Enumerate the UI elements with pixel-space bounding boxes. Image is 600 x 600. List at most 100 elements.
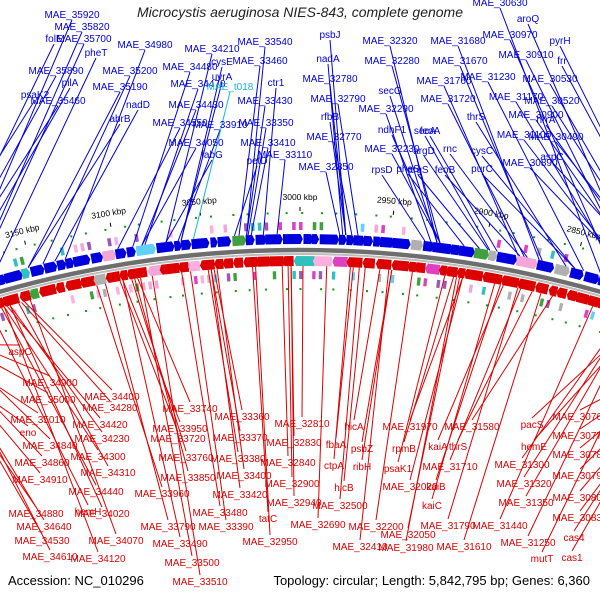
leader-line <box>431 283 496 500</box>
kbp-tick <box>580 242 582 247</box>
gene-block <box>311 234 320 245</box>
leader-line <box>481 173 576 269</box>
gc-mark <box>486 304 488 307</box>
forward-gene-label: MAE_35820 <box>54 22 109 33</box>
gc-mark <box>15 248 18 251</box>
gene-block <box>147 264 162 277</box>
genome-summary: Topology: circular; Length: 5,842,795 bp… <box>273 573 590 588</box>
kbp-tick <box>24 240 26 245</box>
kbp-tick-label: 2950 kbp <box>377 194 413 207</box>
leader-line <box>339 267 360 500</box>
reverse-gene-label: MAE_34440 <box>68 487 123 498</box>
leader-line <box>459 65 543 261</box>
gene-block <box>126 246 136 258</box>
gc-mark <box>234 290 237 292</box>
reverse-gene-label: MAE_34610 <box>22 552 77 563</box>
leader-line <box>0 405 29 427</box>
reverse-gene-label: MAE_34400 <box>84 392 139 403</box>
leader-line <box>0 389 51 440</box>
forward-gene-label: MAE_33350 <box>238 118 293 129</box>
forward-gene-label: feoA <box>420 126 441 137</box>
forward-gene-label: MAE_30490 <box>528 132 583 143</box>
gc-mark <box>50 239 53 242</box>
forward-gene-label: uvrA <box>212 72 233 83</box>
leader-line <box>329 121 347 235</box>
forward-gene-label: MAE_33460 <box>232 56 287 67</box>
leader-line <box>0 329 89 506</box>
leader-line <box>333 267 351 460</box>
gene-block <box>90 252 103 264</box>
reverse-gene-label: MAE_33960 <box>134 489 189 500</box>
leader-line <box>0 43 55 157</box>
reverse-gene-label: MAE_35000 <box>20 395 75 406</box>
gc-mark <box>551 318 554 321</box>
feature-mark <box>583 309 589 319</box>
gene-block <box>217 236 232 247</box>
forward-gene-label: MAE_32850 <box>298 162 353 173</box>
leader-line <box>437 285 504 441</box>
leader-line <box>141 109 197 246</box>
reverse-gene-label: MAE_31610 <box>436 542 491 553</box>
reverse-gene-label: eno <box>20 428 37 439</box>
reverse-gene-label: MAE_33480 <box>192 508 247 519</box>
gene-block <box>80 275 96 288</box>
leader-line <box>403 276 455 443</box>
gene-block <box>438 265 448 276</box>
gc-mark <box>389 215 392 218</box>
gc-mark <box>286 288 288 291</box>
leader-line <box>29 299 117 535</box>
forward-gene-label: argD <box>413 146 435 157</box>
feature-mark <box>468 284 474 293</box>
gc-mark <box>232 214 235 216</box>
reverse-gene-label: cas4 <box>563 533 585 544</box>
reverse-gene-label: fbaA <box>326 440 347 451</box>
gc-mark <box>512 232 515 235</box>
gene-block <box>0 297 5 309</box>
leader-line <box>475 121 567 267</box>
gene-block <box>243 256 258 268</box>
leader-line <box>0 344 21 346</box>
leader-line <box>104 283 169 521</box>
forward-gene-label: MAE_32780 <box>302 74 357 85</box>
forward-gene-label: psaK2 <box>21 90 50 101</box>
gene-block <box>19 290 32 302</box>
leader-line <box>535 119 600 215</box>
feature-mark <box>223 224 228 233</box>
feature-mark <box>147 281 153 290</box>
feature-mark <box>89 291 95 300</box>
feature-mark <box>507 291 512 300</box>
leader-line <box>27 91 121 268</box>
gene-block <box>456 267 466 279</box>
feature-mark <box>19 256 25 266</box>
gene-block <box>155 241 175 254</box>
forward-gene-label: MAE_34550 <box>152 118 207 129</box>
leader-line <box>233 165 258 237</box>
gene-block <box>496 251 517 265</box>
reverse-gene-label: MAE_33760 <box>158 453 213 464</box>
gene-block <box>432 242 453 255</box>
leader-line <box>21 302 111 402</box>
reverse-gene-label: MAE_33850 <box>160 473 215 484</box>
reverse-gene-label: pacS <box>521 420 544 431</box>
reverse-gene-label: MAE_31980 <box>378 543 433 554</box>
gene-block <box>338 234 347 245</box>
leader-line <box>531 354 600 419</box>
feature-mark <box>278 222 283 231</box>
reverse-gene-label: MAE_33400 <box>216 471 271 482</box>
leader-line <box>0 31 83 222</box>
feature-mark <box>102 288 108 298</box>
leader-line <box>0 460 43 535</box>
feature-mark <box>423 278 428 287</box>
leader-line <box>409 278 463 481</box>
gene-block <box>597 299 600 309</box>
gc-mark <box>85 310 88 312</box>
gene-block <box>178 261 190 273</box>
reverse-gene-label: hemE <box>521 442 547 453</box>
reverse-gene-label: MAE_34860 <box>14 458 69 469</box>
leader-line <box>96 285 163 488</box>
leader-line <box>151 276 201 576</box>
leader-line <box>361 269 393 461</box>
leader-line <box>573 489 600 532</box>
reverse-gene-label: hicB <box>334 483 354 494</box>
reverse-gene-label: MAE_32020 <box>382 482 437 493</box>
